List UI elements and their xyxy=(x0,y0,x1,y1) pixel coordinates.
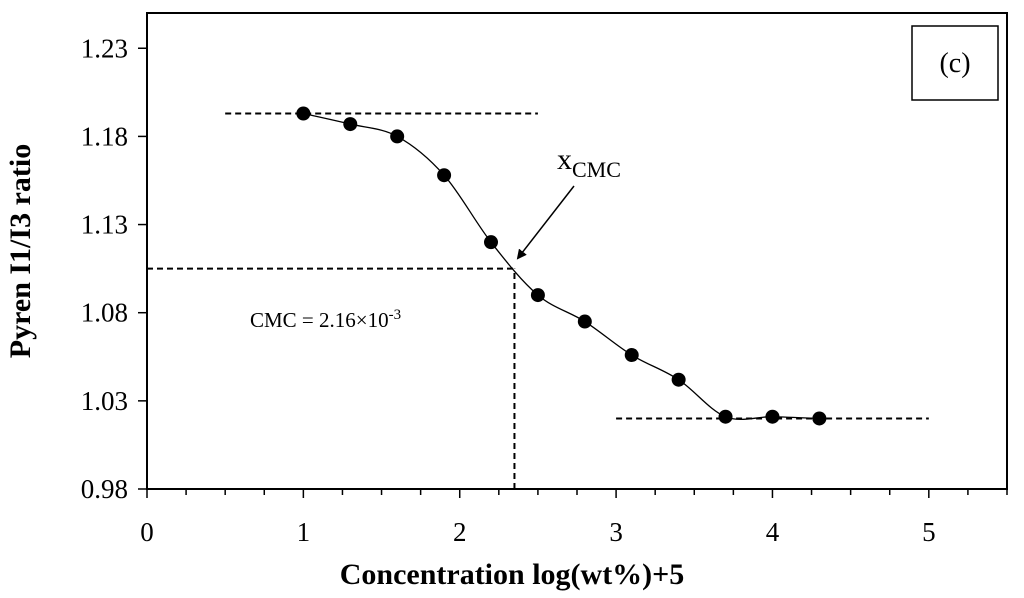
x-axis-ticks: 0 1 2 3 4 5 xyxy=(140,489,1008,547)
x-tick-label: 0 xyxy=(140,517,154,547)
panel-label: (c) xyxy=(939,48,970,79)
xcmc-label: x xyxy=(557,143,572,176)
xcmc-annotation: xCMC xyxy=(516,143,621,260)
data-point-8 xyxy=(671,372,686,387)
svg-text:xCMC: xCMC xyxy=(557,143,621,182)
xcmc-arrow xyxy=(516,185,575,260)
x-tick-label: 4 xyxy=(766,517,780,547)
data-point-11 xyxy=(812,411,827,426)
data-point-1 xyxy=(343,117,358,132)
x-tick-label: 2 xyxy=(453,517,467,547)
y-axis-ticks: 0.98 1.03 1.08 1.13 1.18 1.23 xyxy=(81,33,147,504)
y-axis-title: Pyren I1/I3 ratio xyxy=(4,144,37,358)
y-tick-label: 0.98 xyxy=(81,474,128,504)
data-point-3 xyxy=(437,168,452,183)
x-tick-label: 3 xyxy=(609,517,623,547)
data-point-5 xyxy=(530,288,545,303)
data-point-6 xyxy=(577,314,592,329)
xcmc-subscript: CMC xyxy=(572,157,621,182)
data-point-0 xyxy=(296,106,311,121)
data-point-10 xyxy=(765,409,780,424)
x-tick-label: 1 xyxy=(297,517,311,547)
y-tick-label: 1.03 xyxy=(81,386,128,416)
data-point-9 xyxy=(718,409,733,424)
data-point-2 xyxy=(390,129,405,144)
panel-label-box: (c) xyxy=(911,25,999,101)
cmc-value-text: CMC = 2.16×10-3 xyxy=(250,307,401,332)
reference-lines xyxy=(147,112,929,489)
y-tick-label: 1.13 xyxy=(81,210,128,240)
data-point-4 xyxy=(484,235,498,250)
data-points xyxy=(296,106,827,426)
data-point-7 xyxy=(624,348,639,363)
x-tick-label: 5 xyxy=(922,517,936,547)
x-axis-title: Concentration log(wt%)+5 xyxy=(340,558,685,591)
y-tick-label: 1.08 xyxy=(81,298,128,328)
y-tick-label: 1.18 xyxy=(81,121,128,151)
y-tick-label: 1.23 xyxy=(81,33,128,63)
